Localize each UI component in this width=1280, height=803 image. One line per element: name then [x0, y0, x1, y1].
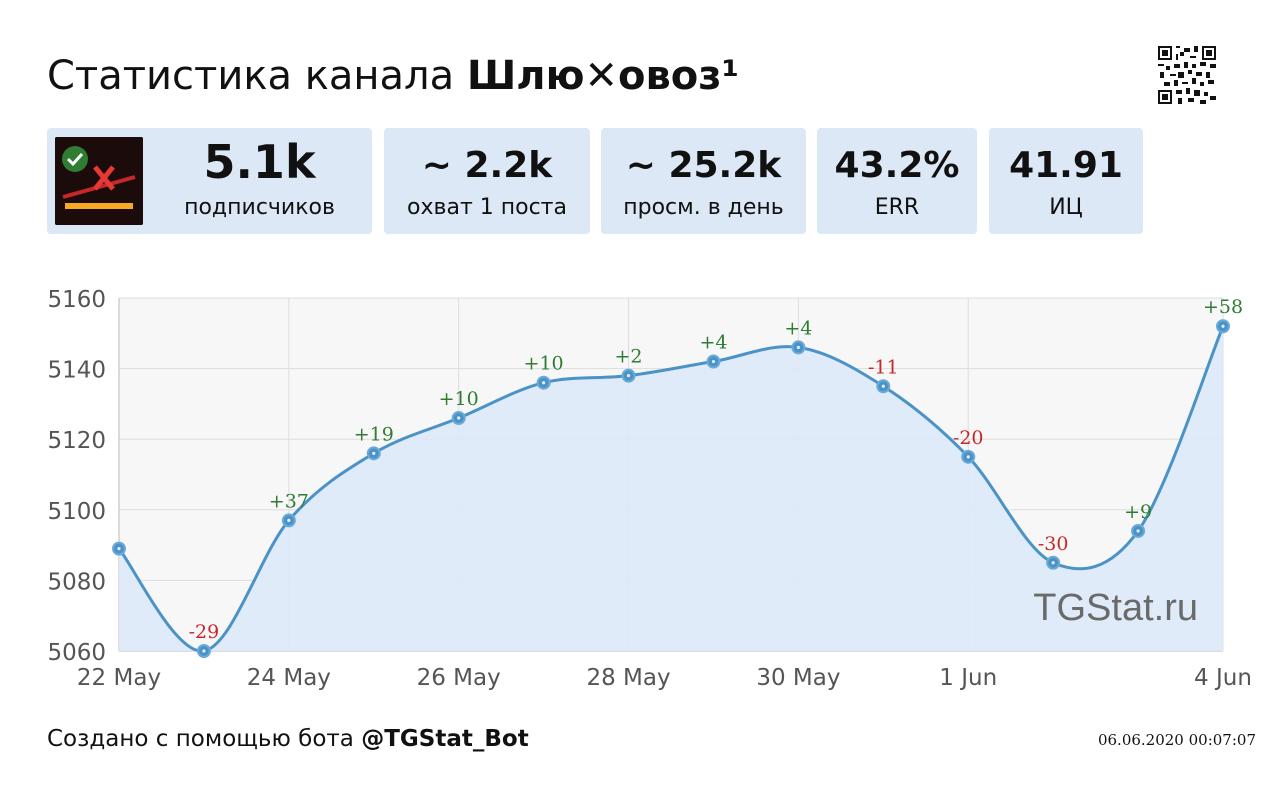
- subscribers-chart: 5060 5080 5100 5120 5140 5160 22 May 24 May 26 M…: [47, 287, 1252, 691]
- qr-code-icon: [1158, 46, 1216, 104]
- y-tick-label: 5100: [47, 499, 106, 525]
- data-point-center: [457, 416, 461, 420]
- data-point-center: [117, 547, 121, 551]
- err-value: 43.2%: [834, 145, 960, 186]
- footer-text: Создано с помощью бота: [47, 726, 354, 752]
- title-prefix: Статистика канала: [47, 53, 455, 99]
- x-tick-label: 22 May: [77, 665, 161, 691]
- channel-name-part1: Шлю: [466, 53, 585, 99]
- data-point-center: [881, 384, 885, 388]
- page-title: Статистика канала Шлю✕овоз¹: [47, 50, 739, 102]
- y-tick-label: 5140: [47, 358, 106, 384]
- channel-name-part2: овоз¹: [617, 53, 740, 99]
- channel-avatar: [55, 137, 143, 225]
- stats-cards: 5.1k подписчиков ~ 2.2k охват 1 поста ~ …: [0, 128, 1280, 234]
- data-point-center: [1221, 324, 1225, 328]
- data-label: +19: [354, 423, 394, 445]
- y-tick-label: 5160: [47, 287, 106, 313]
- ic-value: 41.91: [1009, 145, 1123, 186]
- data-point-center: [287, 518, 291, 522]
- reach-label: охват 1 поста: [407, 195, 567, 220]
- data-label: +37: [269, 490, 309, 512]
- data-point-center: [372, 451, 376, 455]
- views-card: ~ 25.2k просм. в день: [601, 128, 806, 234]
- reach-card: ~ 2.2k охват 1 поста: [384, 128, 590, 234]
- subscribers-label: подписчиков: [184, 195, 335, 220]
- data-label: -20: [953, 427, 984, 449]
- y-tick-label: 5080: [47, 569, 106, 595]
- data-label: +10: [524, 353, 564, 375]
- x-tick-label: 1 Jun: [939, 665, 997, 691]
- subscribers-value: 5.1k: [203, 135, 316, 189]
- data-point-center: [796, 345, 800, 350]
- err-card: 43.2% ERR: [817, 128, 977, 234]
- reach-value: ~ 2.2k: [421, 145, 553, 186]
- data-point-center: [202, 649, 206, 653]
- timestamp: 06.06.2020 00:07:07: [1097, 731, 1256, 749]
- data-label: +58: [1203, 296, 1243, 318]
- channel-name-mark: ✕: [584, 53, 618, 99]
- data-point-center: [626, 374, 631, 378]
- views-label: просм. в день: [623, 195, 784, 220]
- data-point-center: [711, 359, 716, 364]
- data-label: -29: [189, 621, 220, 643]
- data-label: +4: [784, 317, 812, 339]
- data-point-center: [966, 455, 970, 459]
- data-point-center: [1051, 561, 1055, 565]
- data-label: -11: [868, 356, 899, 378]
- watermark: TGStat.ru: [1033, 587, 1198, 629]
- footer-credit: Создано с помощью бота @TGStat_Bot: [47, 724, 529, 754]
- y-tick-label: 5060: [47, 640, 106, 666]
- data-point-center: [542, 381, 546, 385]
- data-point-center: [1136, 529, 1140, 533]
- err-label: ERR: [874, 195, 920, 220]
- ic-card: 41.91 ИЦ: [989, 128, 1143, 234]
- subscribers-card: 5.1k подписчиков: [47, 128, 372, 234]
- views-value: ~ 25.2k: [625, 145, 782, 186]
- data-label: +2: [615, 346, 643, 368]
- x-tick-label: 26 May: [417, 665, 501, 691]
- x-tick-label: 4 Jun: [1194, 665, 1252, 691]
- channel-name: Шлю✕овоз¹: [467, 53, 739, 99]
- data-label: -30: [1038, 533, 1069, 555]
- ic-label: ИЦ: [1049, 195, 1083, 220]
- bot-link[interactable]: @TGStat_Bot: [361, 726, 529, 752]
- y-tick-label: 5120: [47, 428, 106, 454]
- x-tick-label: 30 May: [756, 665, 840, 691]
- x-tick-label: 28 May: [586, 665, 670, 691]
- data-label: +9: [1124, 501, 1152, 523]
- area-fill: [119, 326, 1223, 652]
- data-label: +4: [699, 332, 727, 354]
- data-label: +10: [439, 388, 479, 410]
- x-tick-label: 24 May: [247, 665, 331, 691]
